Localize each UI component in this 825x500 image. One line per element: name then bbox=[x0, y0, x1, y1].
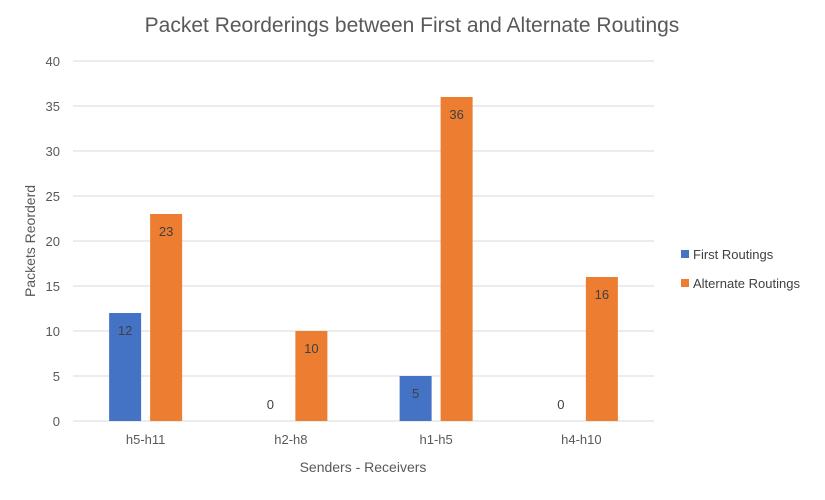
data-label: 5 bbox=[412, 386, 419, 401]
x-tick-label: h4-h10 bbox=[561, 432, 601, 447]
data-label: 36 bbox=[449, 107, 463, 122]
chart-title: Packet Reorderings between First and Alt… bbox=[145, 14, 680, 37]
y-axis-label: Packets Reorderd bbox=[22, 185, 38, 297]
x-axis-label: Senders - Receivers bbox=[300, 459, 427, 475]
legend-label: First Routings bbox=[693, 247, 774, 262]
bar bbox=[150, 214, 183, 421]
bar bbox=[585, 277, 618, 421]
data-label: 12 bbox=[118, 323, 132, 338]
y-tick-label: 10 bbox=[46, 324, 60, 339]
x-tick-label: h1-h5 bbox=[420, 432, 453, 447]
y-tick-label: 0 bbox=[53, 414, 60, 429]
y-tick-label: 15 bbox=[46, 279, 60, 294]
bars bbox=[109, 97, 618, 421]
data-label: 23 bbox=[159, 224, 173, 239]
x-tick-label: h5-h11 bbox=[126, 432, 166, 447]
bar bbox=[295, 331, 328, 421]
y-axis-ticks: 0 5 10 15 20 25 30 35 40 bbox=[46, 54, 60, 429]
y-tick-label: 35 bbox=[46, 99, 60, 114]
x-axis-ticks: h5-h11 h2-h8 h1-h5 h4-h10 bbox=[126, 432, 602, 447]
data-label: 0 bbox=[557, 397, 564, 412]
y-tick-label: 40 bbox=[46, 54, 60, 69]
y-tick-label: 25 bbox=[46, 189, 60, 204]
bar bbox=[109, 313, 142, 421]
legend-label: Alternate Routings bbox=[693, 276, 800, 291]
data-label: 16 bbox=[595, 287, 609, 302]
bar bbox=[440, 97, 473, 421]
bar bbox=[399, 376, 432, 421]
x-tick-label: h2-h8 bbox=[274, 432, 307, 447]
legend-swatch bbox=[681, 250, 689, 258]
y-tick-label: 5 bbox=[53, 369, 60, 384]
data-label: 0 bbox=[267, 397, 274, 412]
data-labels: 12 23 0 10 5 36 0 16 bbox=[118, 107, 609, 412]
y-tick-label: 30 bbox=[46, 144, 60, 159]
data-label: 10 bbox=[304, 341, 318, 356]
legend: First Routings Alternate Routings bbox=[681, 247, 800, 291]
legend-swatch bbox=[681, 279, 689, 287]
y-tick-label: 20 bbox=[46, 234, 60, 249]
